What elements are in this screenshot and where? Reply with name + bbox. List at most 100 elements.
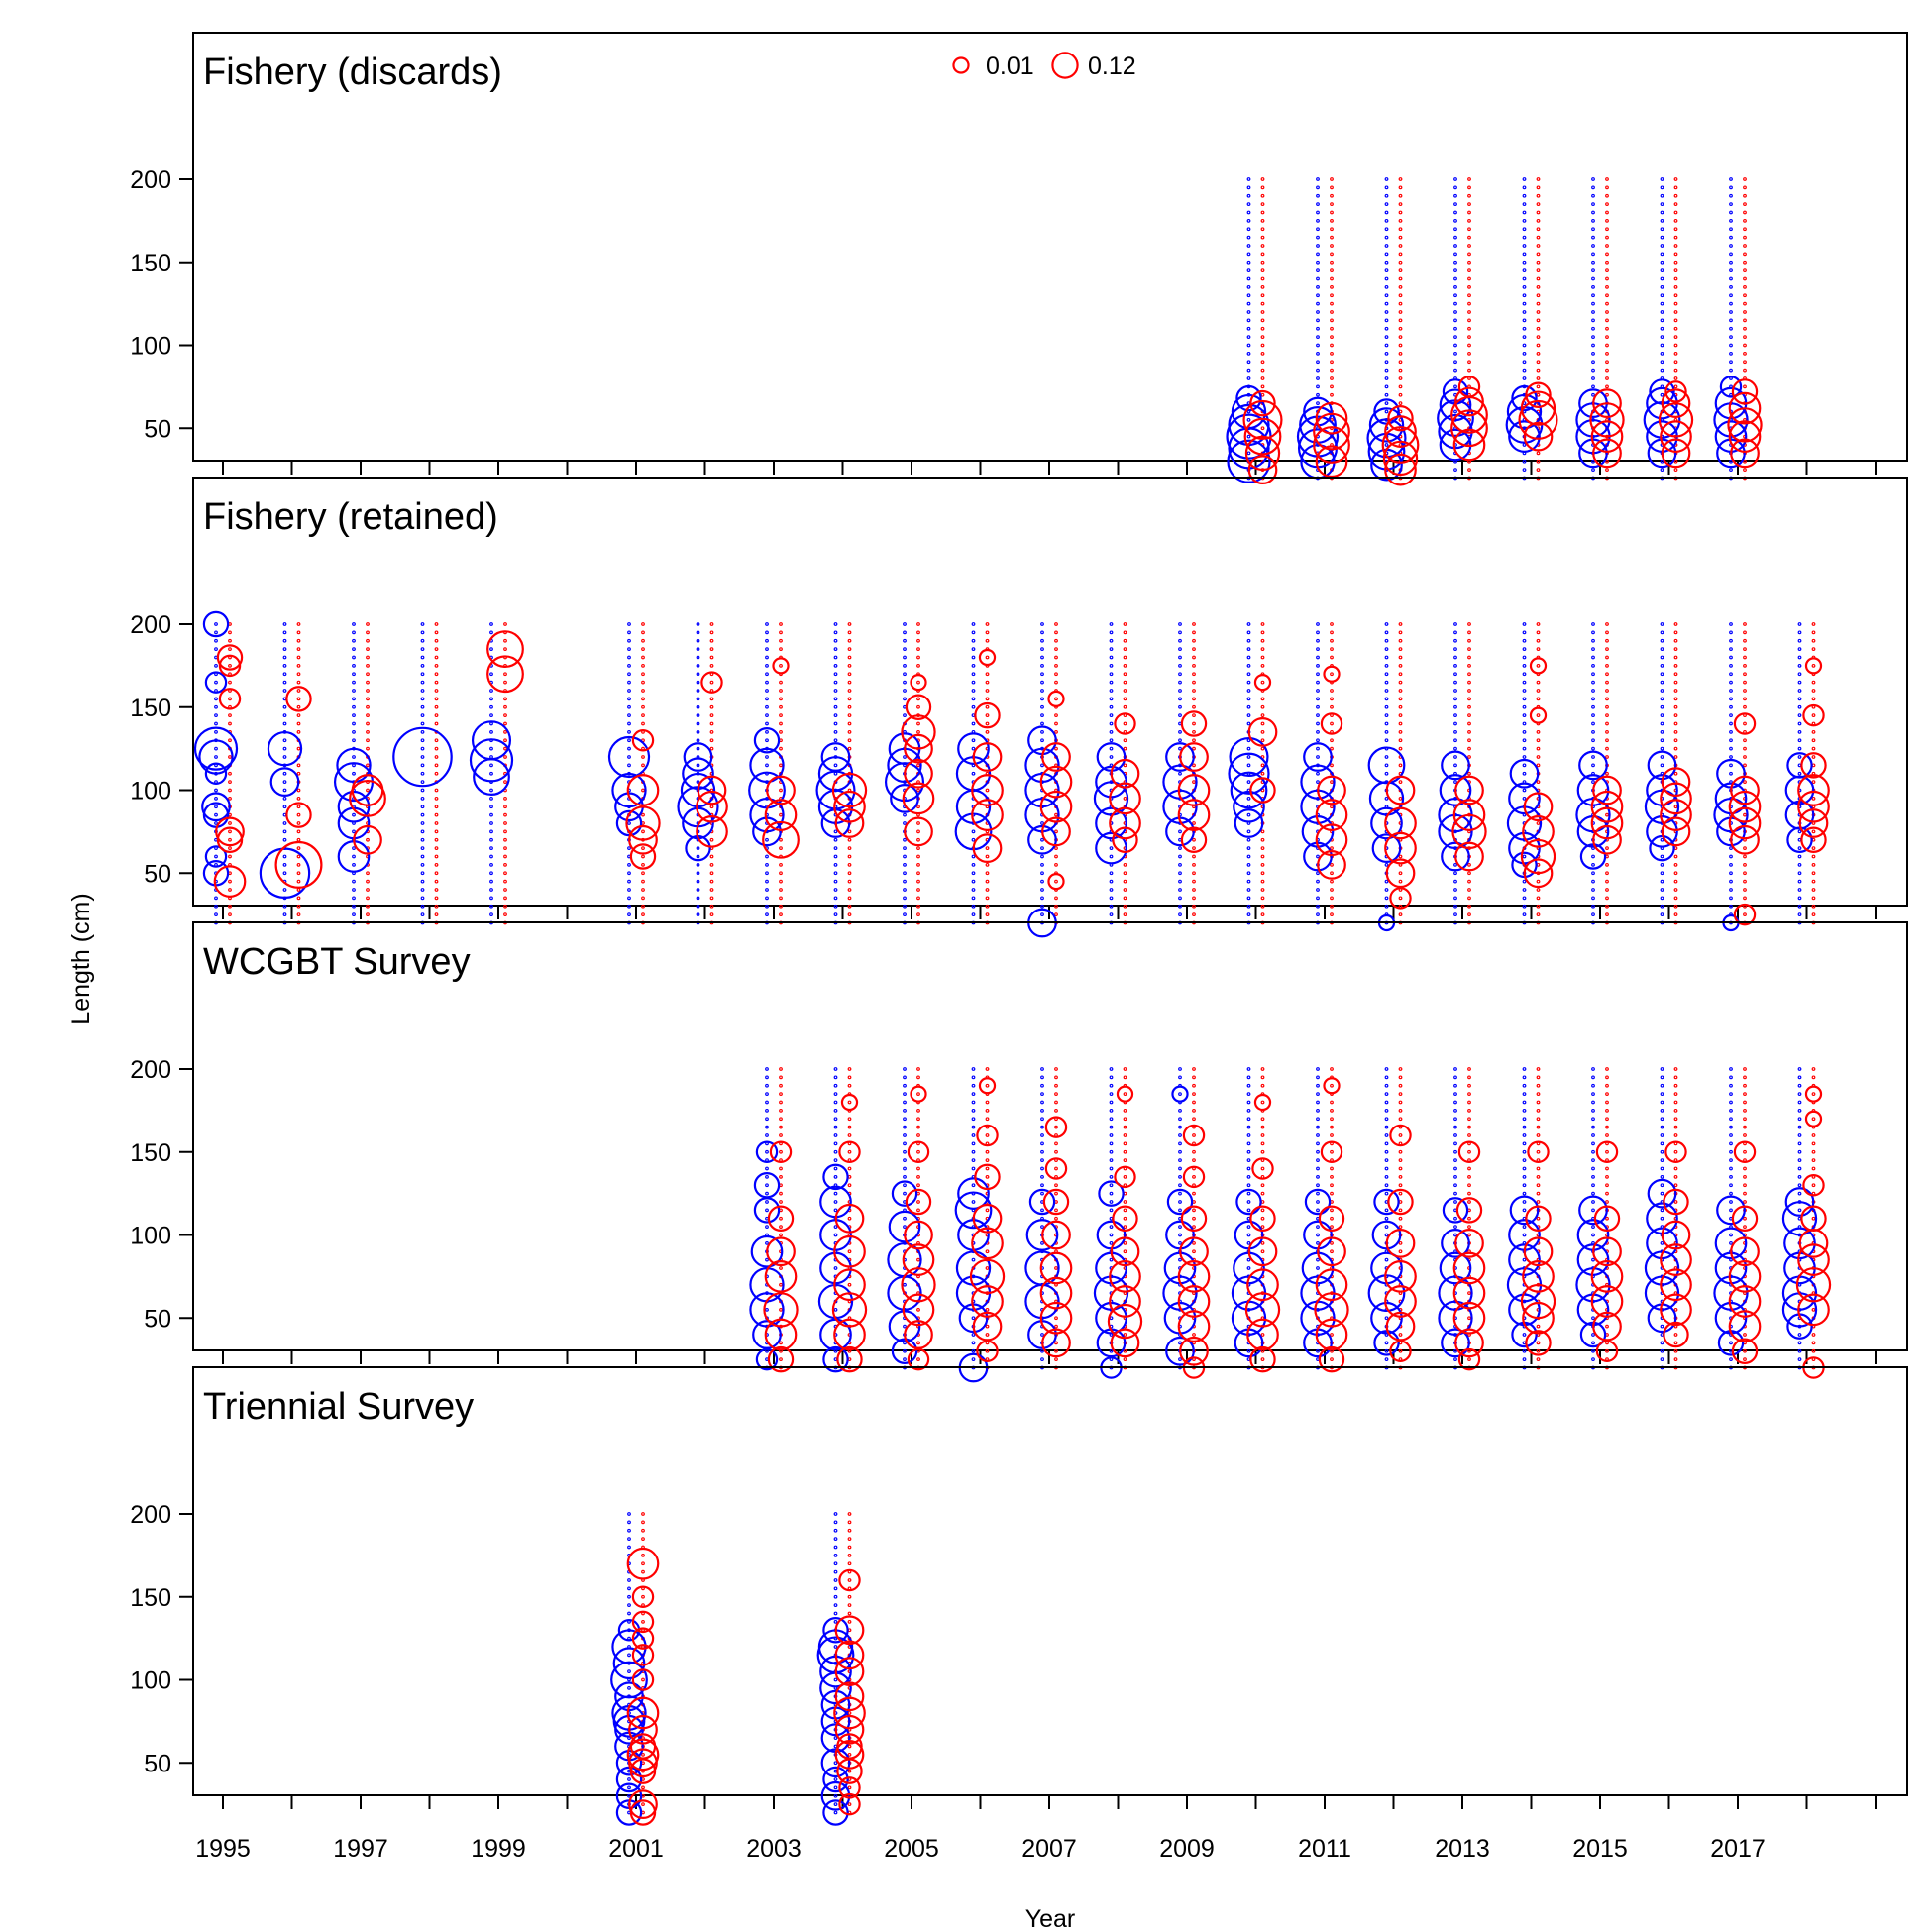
bin-dot-male [765, 729, 769, 734]
bin-dot-female [434, 771, 439, 776]
bubble-female [1107, 1303, 1143, 1340]
bin-dot-male [1591, 1200, 1595, 1204]
bin-dot-female [1536, 755, 1541, 759]
bin-dot-male [1729, 888, 1733, 892]
bin-dot-female [503, 805, 507, 809]
bin-dot-female [985, 879, 990, 884]
bin-dot-female [1192, 680, 1196, 685]
bin-dot-male [1316, 376, 1320, 380]
bin-dot-male [1797, 896, 1802, 901]
bin-dot-male [1591, 888, 1595, 892]
bin-dot-male [1591, 871, 1595, 876]
bin-dot-female [1192, 1249, 1196, 1254]
bin-dot-female [1192, 904, 1196, 909]
bin-dot-male [1591, 1208, 1595, 1213]
bin-dot-male [971, 1183, 976, 1188]
bin-dot-female [847, 680, 852, 685]
bin-dot-male [1522, 888, 1527, 892]
bubble-female [1382, 440, 1419, 477]
bubble-female [628, 1748, 658, 1778]
bin-dot-male [282, 638, 287, 643]
bin-dot-female [1330, 235, 1334, 240]
bin-dot-female [1467, 368, 1471, 373]
bin-dot-female [1673, 622, 1678, 626]
bin-dot-male [1660, 227, 1664, 232]
bin-dot-male [1384, 252, 1389, 257]
bubble-female [216, 826, 244, 853]
bin-dot-female [985, 622, 990, 626]
bin-dot-male [1384, 1083, 1389, 1088]
bin-dot-female [847, 854, 852, 859]
bin-dot-male [1729, 252, 1733, 257]
bin-dot-female [1743, 871, 1747, 876]
bin-dot-male [1178, 729, 1182, 734]
bin-dot-female [296, 638, 301, 643]
bin-dot-male [420, 846, 425, 851]
bin-dot-male [1246, 351, 1251, 356]
bin-dot-male [1246, 284, 1251, 289]
bin-dot-male [489, 879, 493, 884]
bin-dot-male [765, 755, 769, 759]
bin-dot-male [627, 1611, 631, 1616]
bubble-female [1381, 426, 1420, 464]
bin-dot-male [1109, 1141, 1114, 1146]
bin-dot-male [1040, 1075, 1044, 1080]
bin-dot-female [847, 647, 852, 652]
bin-dot-female [916, 729, 920, 734]
bin-dot-female [1673, 218, 1678, 223]
bin-dot-male [903, 846, 907, 851]
bin-dot-female [366, 879, 370, 884]
bin-dot-female [1260, 185, 1265, 190]
bin-dot-female [1536, 879, 1541, 884]
bin-dot-female [1536, 1183, 1541, 1188]
bin-dot-male [489, 630, 493, 635]
bin-dot-male [1660, 663, 1664, 668]
bubble-female [833, 790, 866, 823]
bin-dot-male [1384, 647, 1389, 652]
bin-dot-female [1743, 755, 1747, 759]
bin-dot-male [1246, 310, 1251, 314]
bin-dot-female [1743, 235, 1747, 240]
bin-dot-female [1398, 1108, 1403, 1113]
bin-dot-female [1673, 202, 1678, 207]
bin-dot-male [1316, 177, 1320, 181]
bin-dot-male [971, 638, 976, 643]
bin-dot-male [1316, 738, 1320, 743]
bin-dot-male [1109, 912, 1114, 917]
bin-dot-male [1660, 1141, 1664, 1146]
bin-dot-male [627, 1685, 631, 1690]
bin-dot-female [916, 1208, 920, 1213]
bubble-female [1251, 1157, 1274, 1180]
bin-dot-male [1453, 360, 1457, 365]
bin-dot-male [489, 689, 493, 693]
bin-dot-male [1316, 368, 1320, 373]
bin-dot-male [1591, 1333, 1595, 1337]
bin-dot-female [1330, 912, 1334, 917]
bin-dot-male [1591, 335, 1595, 340]
bin-dot-male [833, 1166, 838, 1171]
bin-dot-male [627, 1603, 631, 1608]
bin-dot-male [214, 904, 218, 909]
bin-dot-female [296, 871, 301, 876]
bin-dot-male [1109, 672, 1114, 677]
bin-dot-female [916, 1183, 920, 1188]
bin-dot-male [1729, 1092, 1733, 1097]
bin-dot-female [709, 896, 714, 901]
bin-dot-female [1605, 879, 1609, 884]
bin-dot-male [765, 1307, 769, 1312]
bin-dot-female [641, 622, 645, 626]
bubble-female [631, 1627, 655, 1650]
bubble-female [907, 1140, 930, 1163]
bin-dot-male [282, 805, 287, 809]
bin-dot-female [1398, 1240, 1403, 1245]
bin-dot-male [1246, 704, 1251, 709]
bin-dot-male [1453, 1075, 1457, 1080]
bin-dot-female [1123, 630, 1127, 635]
bin-dot-male [1660, 1149, 1664, 1154]
bin-dot-male [1246, 1183, 1251, 1188]
bin-dot-male [1453, 1100, 1457, 1105]
bin-dot-female [1330, 276, 1334, 281]
bin-dot-male [833, 1777, 838, 1781]
bin-dot-female [1054, 713, 1058, 718]
bin-dot-female [1260, 1117, 1265, 1122]
